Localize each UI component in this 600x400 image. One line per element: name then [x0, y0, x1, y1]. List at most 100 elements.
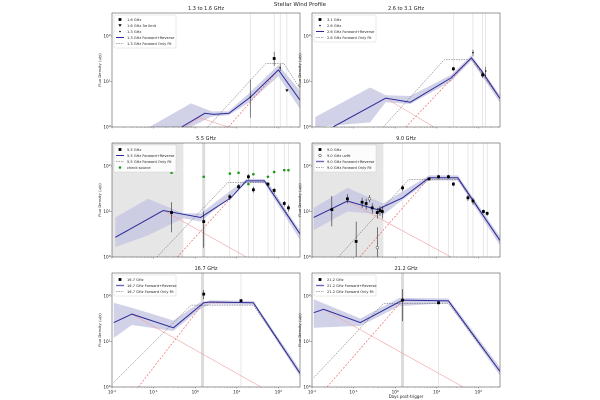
- panel-title: 21.2 GHz: [395, 266, 418, 272]
- data-point: [330, 208, 334, 212]
- data-point: [287, 168, 290, 172]
- uncertainty-band: [113, 300, 300, 377]
- uncertainty-band: [315, 55, 500, 127]
- legend-label: 3.1 GHz: [327, 18, 341, 22]
- thick-vline: [201, 273, 205, 387]
- data-point: [375, 211, 379, 214]
- y-tick-label: 102: [303, 33, 310, 39]
- x-tick-label: 10-1: [149, 389, 157, 395]
- y-tick-label: 100: [303, 384, 310, 390]
- y-tick-label: 102: [103, 163, 110, 169]
- x-tick-label: 100: [192, 389, 199, 395]
- x-tick-label: 10-2: [308, 389, 316, 395]
- forward-only-fit-line: [338, 179, 500, 257]
- legend-label: 5.5 GHz Forward Only Fit: [127, 160, 172, 164]
- panel-title: 5.5 GHz: [196, 136, 216, 142]
- data-point: [437, 175, 440, 179]
- legend-marker: [118, 148, 122, 151]
- forward-only-fit-line: [383, 59, 500, 127]
- forward-only-fit-line: [313, 303, 500, 378]
- data-point: [202, 220, 206, 223]
- y-tick-label: 102: [103, 33, 110, 39]
- plot-area: [315, 13, 500, 127]
- data-point: [239, 299, 243, 303]
- y-tick-label: 101: [103, 338, 110, 344]
- legend-box: [113, 274, 177, 297]
- y-tick-label: 101: [103, 78, 110, 84]
- legend: 1.6 GHz 1.6 GHz 3σ limit 1.3 GHz 1.3 GHz Fo…: [113, 14, 177, 49]
- panel-title: 2.6 to 3.1 GHz: [388, 6, 424, 12]
- legend-label: 21.2 GHz Forward+Reverse: [327, 284, 377, 288]
- legend-box: [113, 144, 177, 173]
- legend-label: 16.7 GHz Forward+Reverse: [127, 284, 177, 288]
- forward-reverse-model-line: [313, 299, 500, 372]
- forward-component-line: [326, 299, 500, 387]
- legend-marker: [319, 24, 321, 27]
- data-point: [375, 246, 379, 250]
- data-point: [282, 168, 286, 172]
- panel-6: 10-2 10-1 100 101 102 100 101 102 21.2 GHz Flux D…: [297, 266, 501, 399]
- panel-4: 100 101 102 9.0 GHz Flux Density (μJy) 9.0 GH…: [297, 136, 501, 259]
- data-point: [287, 206, 290, 210]
- figure-suptitle: Stellar Wind Profile: [274, 2, 327, 8]
- legend-label: check source: [127, 166, 151, 170]
- legend-box: [113, 14, 177, 49]
- data-point: [237, 171, 240, 175]
- legend-marker: [118, 166, 122, 169]
- axes-frame: [111, 142, 301, 258]
- x-tick-label: 101: [233, 389, 240, 395]
- data-point: [346, 197, 349, 201]
- data-point: [437, 301, 440, 305]
- x-axis-label: Days post-trigger: [389, 394, 424, 399]
- data-point: [282, 202, 286, 205]
- legend-marker: [118, 278, 122, 281]
- y-axis-label: Flux Density (μJy): [97, 183, 102, 217]
- data-point: [247, 175, 250, 179]
- thick-vline: [401, 273, 405, 387]
- legend-label: 9.0 GHz Forward Only Fit: [327, 166, 372, 170]
- legend-label: 9.0 GHz uvfit: [327, 154, 351, 158]
- legend-label: 2.6 GHz Forward Only Fit: [327, 36, 372, 40]
- data-point: [272, 189, 276, 192]
- legend-label: 21.2 GHz Forward Only Fit: [327, 290, 374, 294]
- reverse-component-line: [184, 117, 229, 127]
- x-tick-label: 102: [275, 389, 282, 395]
- legend-label: 5.5 GHz: [127, 148, 141, 152]
- data-point: [266, 182, 270, 186]
- legend-marker: [118, 24, 122, 27]
- data-point: [484, 70, 487, 72]
- y-tick-label: 101: [303, 338, 310, 344]
- data-point: [378, 209, 382, 212]
- plot-area: [113, 273, 300, 387]
- y-axis-label: Flux Density (μJy): [297, 183, 302, 217]
- legend-label: 2.6 GHz: [327, 24, 341, 28]
- data-point: [202, 175, 206, 179]
- y-tick-label: 100: [103, 124, 110, 130]
- panel-title: 1.3 to 1.6 GHz: [188, 6, 224, 12]
- y-tick-label: 100: [103, 254, 110, 260]
- data-point: [272, 57, 276, 60]
- legend-label: 9.0 GHz: [327, 148, 341, 152]
- data-point: [170, 211, 173, 214]
- plot-area: [313, 273, 500, 387]
- x-tick-label: 102: [475, 389, 482, 395]
- legend-label: 1.6 GHz: [127, 18, 141, 22]
- forward-only-fit-line: [113, 304, 300, 383]
- data-point: [471, 199, 475, 203]
- panel-1: 100 101 102 1.3 to 1.6 GHz Flux Density (μJy…: [97, 6, 301, 130]
- data-point: [252, 172, 255, 176]
- data-point: [427, 177, 431, 181]
- data-point: [279, 66, 281, 69]
- uncertainty-band: [313, 175, 500, 246]
- data-point: [466, 196, 470, 200]
- data-point: [251, 188, 255, 192]
- data-point: [285, 89, 289, 93]
- legend-label: 1.3 GHz Forward+Reverse: [127, 36, 175, 40]
- data-point: [228, 172, 232, 175]
- y-tick-label: 100: [103, 384, 110, 390]
- y-tick-label: 102: [303, 293, 310, 299]
- legend: 9.0 GHz 9.0 GHz uvfit 9.0 GHz Forward+Reve…: [313, 144, 377, 173]
- legend-marker: [318, 278, 322, 281]
- data-point: [401, 186, 404, 190]
